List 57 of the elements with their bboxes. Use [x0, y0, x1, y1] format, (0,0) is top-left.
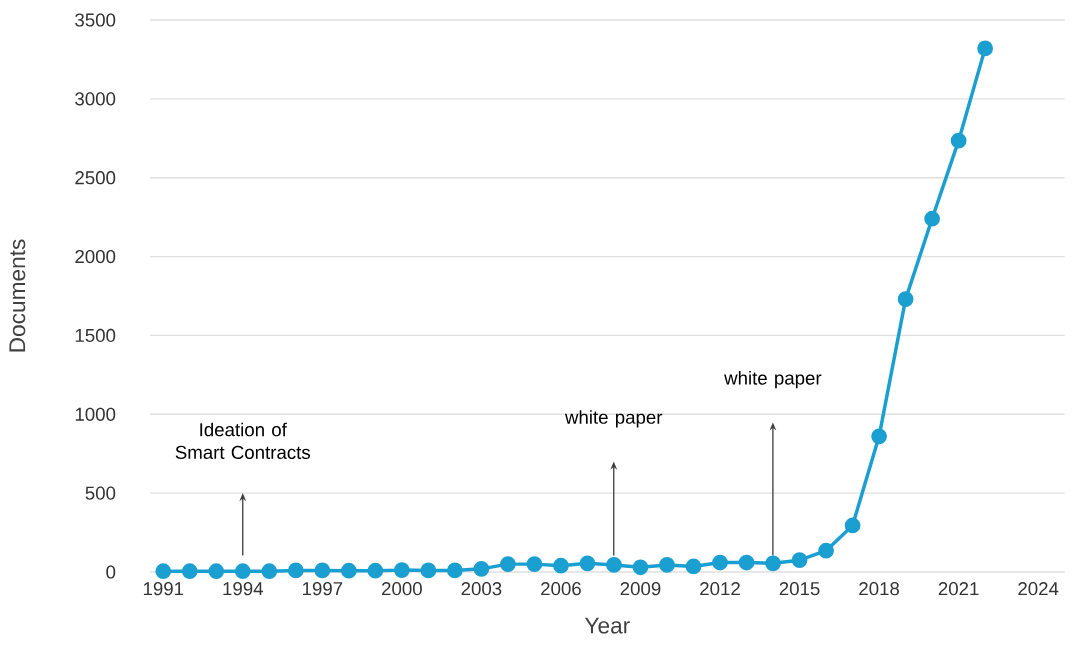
x-tick-label: 2009: [620, 582, 661, 596]
point: [685, 558, 702, 575]
point: [606, 557, 622, 573]
y-tick-label: 500: [85, 486, 116, 500]
point: [950, 132, 967, 149]
y-tick-label: 2500: [75, 171, 116, 185]
point: [473, 560, 490, 577]
annotation: Ideation of Smart Contracts: [175, 422, 310, 460]
point: [579, 555, 596, 572]
x-tick-label: 2024: [1018, 582, 1059, 596]
point: [500, 556, 516, 572]
point: [977, 40, 994, 57]
y-tick-label: 3500: [75, 13, 116, 27]
point: [287, 562, 304, 579]
point: [526, 556, 543, 572]
point: [367, 562, 384, 579]
point: [155, 563, 172, 580]
point: [420, 562, 437, 579]
point: [314, 562, 331, 579]
point: [553, 557, 569, 574]
point: [818, 542, 834, 559]
y-tick-label: 3000: [75, 92, 116, 106]
y-tick-label: 2000: [75, 249, 116, 264]
x-tick-label: 2006: [541, 582, 581, 596]
y-tick-label: 1500: [75, 328, 116, 343]
x-tick-label: 1994: [223, 582, 263, 596]
point: [659, 557, 675, 573]
point: [712, 554, 728, 571]
x-tick-label: 2000: [382, 582, 422, 596]
point: [632, 559, 649, 576]
x-tick-label: 2003: [461, 582, 502, 596]
point: [738, 554, 755, 571]
y-axis-title: Documents: [9, 239, 26, 352]
x-tick-label: 2018: [859, 582, 900, 596]
y-tick-label: 1000: [75, 407, 116, 421]
y-tick-label: 0: [106, 565, 116, 579]
x-tick-label: 2021: [938, 582, 979, 596]
point: [393, 562, 410, 578]
annotation: white paper: [564, 410, 663, 428]
point: [340, 562, 357, 579]
x-tick-label: 2012: [700, 582, 740, 596]
point: [447, 562, 463, 579]
x-tick-label: 2015: [779, 582, 820, 596]
point: [261, 563, 278, 580]
point: [844, 517, 861, 534]
point: [181, 563, 198, 580]
x-tick-label: 1991: [143, 582, 184, 596]
point: [791, 552, 808, 569]
x-axis-title: Year: [584, 617, 630, 634]
point: [897, 291, 914, 308]
point: [924, 210, 940, 227]
x-tick-label: 1997: [302, 582, 343, 596]
point: [765, 555, 781, 572]
annotation: white paper: [724, 370, 822, 389]
point: [208, 563, 225, 580]
point: [871, 428, 887, 445]
point: [234, 563, 251, 580]
